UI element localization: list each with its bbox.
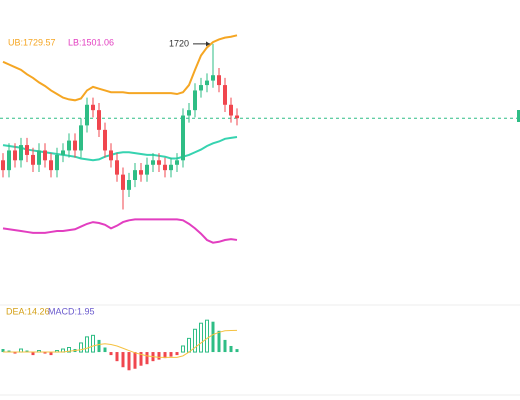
candle-body bbox=[193, 90, 197, 111]
candle-body bbox=[133, 170, 137, 180]
macd-bar bbox=[193, 328, 197, 353]
price-marker bbox=[517, 110, 520, 122]
candle-body bbox=[205, 80, 209, 86]
macd-bar bbox=[223, 339, 227, 353]
candle-body bbox=[217, 75, 221, 86]
candle-body bbox=[169, 164, 173, 171]
candle-body bbox=[109, 150, 113, 161]
candle-body bbox=[61, 150, 65, 155]
macd-bar bbox=[31, 352, 35, 356]
macd-bar bbox=[115, 352, 119, 362]
lb-label: LB:1501.06 bbox=[68, 37, 114, 47]
candle-body bbox=[25, 145, 29, 155]
candle-body bbox=[211, 75, 215, 81]
candle-body bbox=[7, 150, 11, 171]
macd-label: MACD:1.95 bbox=[48, 306, 95, 316]
macd-bar bbox=[127, 352, 131, 371]
candle-body bbox=[235, 115, 239, 119]
candle-body bbox=[163, 164, 167, 171]
candle-body bbox=[79, 125, 83, 151]
macd-bar bbox=[1, 349, 5, 353]
macd-bar bbox=[205, 319, 209, 353]
macd-bar bbox=[157, 352, 161, 360]
macd-bar bbox=[175, 352, 179, 356]
candle-body bbox=[67, 140, 71, 151]
macd-bar bbox=[187, 337, 191, 353]
macd-bar bbox=[229, 345, 233, 353]
candle-body bbox=[43, 150, 47, 161]
middle-band bbox=[2, 136, 238, 162]
candle-body bbox=[139, 170, 143, 175]
candle-body bbox=[223, 85, 227, 105]
candle-body bbox=[37, 150, 41, 165]
macd-bar bbox=[181, 345, 185, 353]
macd-bar bbox=[97, 339, 101, 353]
annotation-label: 1720 bbox=[169, 38, 189, 48]
ub-label: UB:1729.57 bbox=[8, 37, 56, 47]
macd-bar bbox=[43, 352, 47, 354]
macd-bar bbox=[85, 336, 89, 353]
macd-bar bbox=[163, 352, 167, 359]
lower-band bbox=[2, 218, 238, 244]
candle-body bbox=[199, 85, 203, 91]
candle-body bbox=[19, 145, 23, 161]
macd-bar bbox=[79, 342, 83, 353]
candle-body bbox=[1, 160, 5, 171]
candle-body bbox=[181, 115, 185, 161]
candle-body bbox=[229, 104, 233, 116]
macd-bar bbox=[49, 352, 53, 356]
candle-body bbox=[121, 174, 125, 190]
macd-bar bbox=[169, 352, 173, 357]
candle-body bbox=[73, 140, 77, 151]
macd-bar bbox=[109, 352, 113, 356]
candle-body bbox=[49, 160, 53, 171]
macd-bar bbox=[133, 352, 137, 369]
candle-body bbox=[187, 110, 191, 116]
macd-bar bbox=[103, 347, 107, 353]
candle-body bbox=[127, 180, 131, 190]
candle-body bbox=[151, 160, 155, 165]
dea-line bbox=[3, 329, 238, 358]
candle-body bbox=[115, 160, 119, 175]
candle-body bbox=[157, 160, 161, 165]
macd-bar bbox=[217, 330, 221, 353]
macd-bar bbox=[139, 352, 143, 366]
macd-bar bbox=[25, 350, 29, 353]
macd-bar bbox=[7, 350, 11, 353]
candle-body bbox=[175, 160, 179, 165]
candle-body bbox=[85, 104, 89, 126]
candle-body bbox=[97, 110, 101, 130]
candle-body bbox=[91, 104, 95, 111]
dea-label: DEA:14.26 bbox=[6, 306, 50, 316]
annotation-arrowhead bbox=[206, 41, 210, 47]
macd-bar bbox=[121, 352, 125, 368]
macd-bar bbox=[67, 347, 71, 353]
candle-body bbox=[31, 154, 35, 165]
macd-bar bbox=[211, 321, 215, 353]
candle-body bbox=[13, 150, 17, 161]
macd-bar bbox=[199, 322, 203, 353]
macd-bar bbox=[235, 349, 239, 353]
upper-band bbox=[2, 34, 238, 102]
macd-bar bbox=[145, 352, 149, 365]
candle-body bbox=[55, 154, 59, 171]
candle-body bbox=[103, 129, 107, 151]
candle-body bbox=[145, 164, 149, 175]
macd-bar bbox=[91, 334, 95, 353]
macd-bar bbox=[13, 352, 17, 354]
